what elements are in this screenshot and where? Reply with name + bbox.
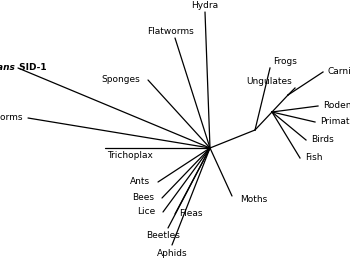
Text: Moths: Moths <box>240 196 267 205</box>
Text: Hydra: Hydra <box>191 1 218 10</box>
Text: Bees: Bees <box>132 193 154 202</box>
Text: Lice: Lice <box>137 207 155 217</box>
Text: Beetles: Beetles <box>146 231 180 239</box>
Text: Rodents: Rodents <box>323 102 350 110</box>
Text: Primates: Primates <box>320 118 350 127</box>
Text: Fleas: Fleas <box>179 210 203 218</box>
Text: Frogs: Frogs <box>273 56 297 65</box>
Text: Ungulates: Ungulates <box>246 77 292 85</box>
Text: Birds: Birds <box>311 135 334 144</box>
Text: Flatworms: Flatworms <box>147 27 193 35</box>
Text: Aphids: Aphids <box>157 248 187 257</box>
Text: Trichoplax: Trichoplax <box>107 152 153 160</box>
Text: Fish: Fish <box>305 153 322 163</box>
Text: Roundworms: Roundworms <box>0 114 23 123</box>
Text: Carnivores: Carnivores <box>328 68 350 77</box>
Text: Ants: Ants <box>130 177 150 186</box>
Text: C. elegans: C. elegans <box>0 64 15 73</box>
Text: Sponges: Sponges <box>101 76 140 85</box>
Text: SID-1: SID-1 <box>16 64 47 73</box>
